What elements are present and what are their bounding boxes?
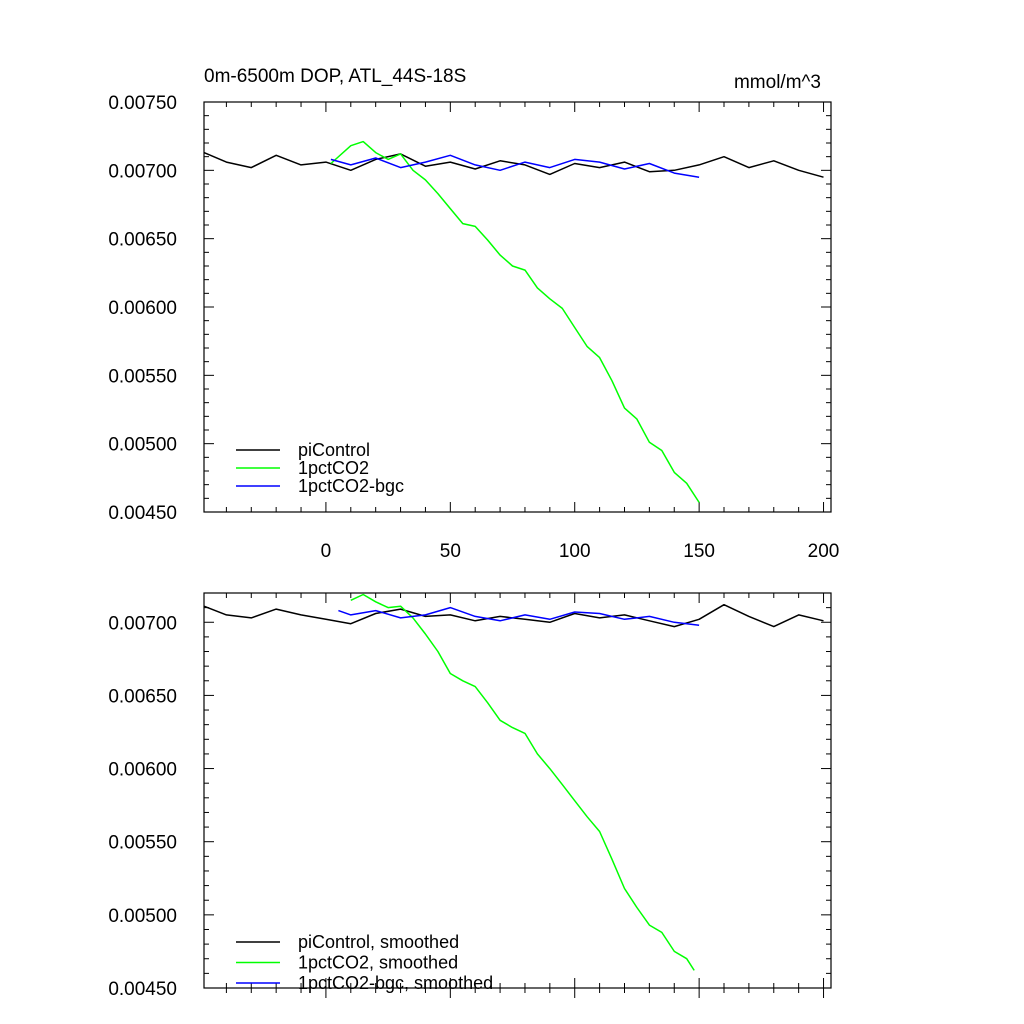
y-tick-label: 0.00650 [108, 230, 177, 251]
y-tick-label: 0.00700 [108, 161, 177, 182]
legend-label: 1pctCO2-bgc [298, 476, 404, 496]
series-line-1pctco2-smoothed [350, 593, 695, 971]
legend-label: 1pctCO2, smoothed [298, 953, 458, 973]
x-tick-label: 100 [559, 541, 591, 562]
chart-title: 0m-6500m DOP, ATL_44S-18S [204, 66, 466, 87]
plot-frame [203, 592, 832, 989]
x-tick-label: 0 [321, 541, 332, 562]
series-line-1pctco2 [330, 140, 700, 503]
series-line-1pctco2-bgc-smoothed [338, 606, 700, 626]
y-tick-label: 0.00500 [108, 906, 177, 927]
legend-label: piControl, smoothed [298, 932, 459, 952]
series-line-picontrol-smoothed [203, 603, 824, 628]
legend-label: 1pctCO2 [298, 458, 369, 478]
y-tick-label: 0.00750 [108, 93, 177, 114]
x-tick-label: 50 [440, 541, 461, 562]
y-tick-label: 0.00550 [108, 366, 177, 387]
legend-label: piControl [298, 440, 370, 460]
series-line-1pctco2-bgc [330, 154, 700, 178]
x-tick-label: 150 [683, 541, 715, 562]
y-tick-label: 0.00600 [108, 298, 177, 319]
x-tick-label: 200 [808, 541, 840, 562]
y-tick-label: 0.00450 [108, 979, 177, 1000]
y-tick-label: 0.00700 [108, 613, 177, 634]
y-tick-label: 0.00600 [108, 760, 177, 781]
y-tick-label: 0.00450 [108, 503, 177, 524]
top-panel: 0.00450 0.00500 0.00550 0.00600 0.00650 0.007… [108, 66, 839, 562]
y-tick-label: 0.00500 [108, 435, 177, 456]
y-tick-label: 0.00550 [108, 833, 177, 854]
y-tick-label: 0.00650 [108, 686, 177, 707]
chart-units: mmol/m^3 [734, 72, 821, 93]
series-line-picontrol [203, 151, 824, 178]
legend-label: 1pctCO2-bgc, smoothed [298, 973, 493, 993]
bottom-panel: 0.00450 0.00500 0.00550 0.00600 0.00650 0.007… [108, 592, 832, 1000]
